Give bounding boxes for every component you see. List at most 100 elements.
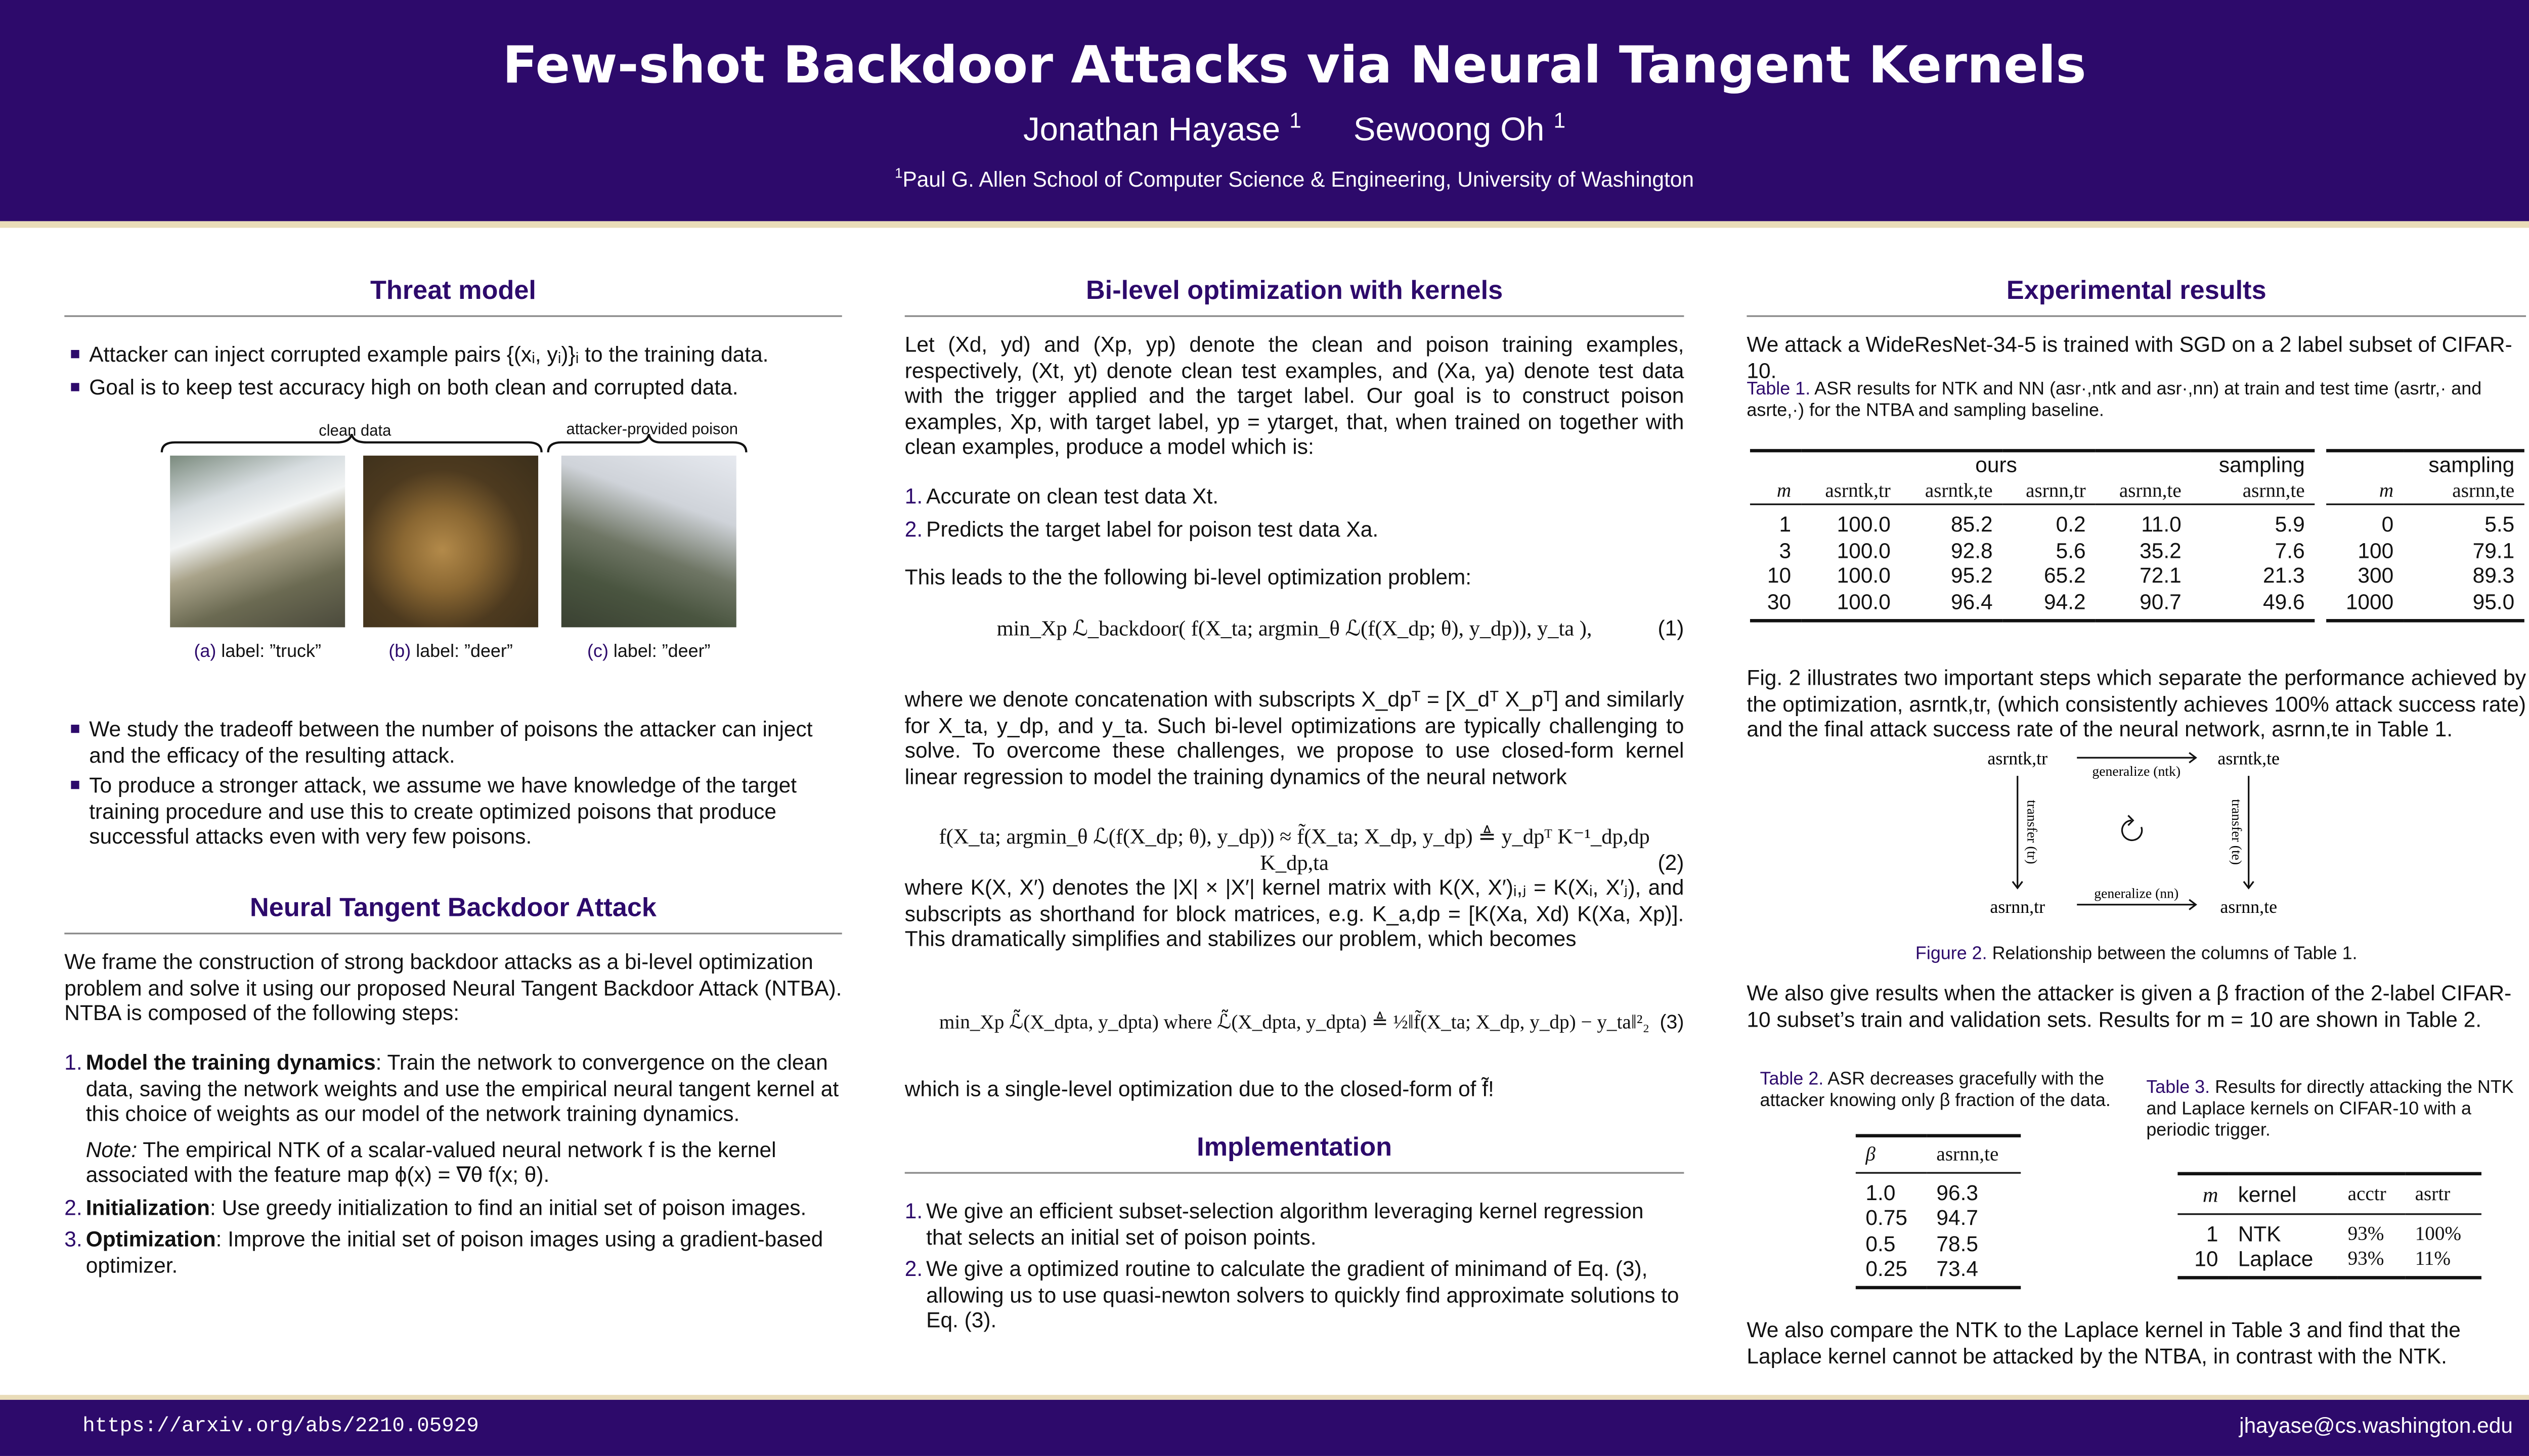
col-header: acctr (2347, 1181, 2386, 1205)
table-row: 0.25 73.4 (1855, 1256, 2021, 1288)
step-item: 1. Model the training dynamics: Train the… (64, 1050, 842, 1188)
table-cell: 21.3 (2263, 563, 2305, 588)
poison-brace-icon (547, 433, 748, 453)
impl-item: 2. We give a optimized routine to calcula… (905, 1256, 1684, 1333)
table1-caption: Table 1. ASR results for NTK and NN (asr… (1747, 380, 2526, 423)
col-header: asrntk,tr (1825, 477, 1891, 501)
caption-label: Figure 2. (1915, 944, 1987, 964)
caption-label: Table 1. (1747, 379, 1811, 400)
node-br: asrnn,te (2220, 897, 2277, 917)
clean-brace-icon (160, 433, 543, 453)
brace-icons (160, 433, 748, 453)
equation-text: f(X_ta; argmin_θ ℒ(f(X_dp; θ), y_dp)) ≈ … (939, 823, 1650, 874)
table3-caption: Table 3. Results for directly attacking … (2146, 1078, 2526, 1142)
equation-3: min_Xp ℒ̃(X_dpta, y_dpta) where ℒ̃(X_dpt… (905, 1010, 1684, 1036)
table1-side-body: 0 5.5 100 79.1 300 89.3 1000 95.0 (2326, 504, 2524, 620)
col-header: m (2379, 477, 2394, 501)
table-cell: 10 (2194, 1246, 2218, 1271)
table-cell: 93% (2347, 1220, 2384, 1244)
step-text: : Train the network to convergence on th… (85, 1049, 839, 1126)
item-number: 2. (904, 1256, 923, 1281)
table1-side: sampling m asrnn,te 0 5.5 100 79.1 300 89.3 100… (2326, 449, 2524, 622)
table-cell: 11% (2415, 1246, 2451, 1270)
right-arrow-label: transfer (te) (2229, 799, 2244, 865)
table-cell: 0 (2381, 511, 2394, 537)
group-header: ours (1975, 452, 2017, 477)
table-row: 1.0 96.3 (1856, 1172, 2021, 1205)
table-cell: 79.1 (2472, 537, 2515, 562)
caption-b: (b) label: ”deer” (358, 640, 543, 666)
top-arrow-label: generalize (ntk) (2092, 764, 2181, 779)
table2-caption: Table 2. ASR decreases gracefully with t… (1760, 1070, 2130, 1113)
note-label: Note: (85, 1136, 138, 1162)
author-name: Jonathan Hayase (1023, 112, 1281, 149)
authors: Jonathan Hayase 1 Sewoong Oh 1 (0, 108, 2529, 150)
goal-number: 2. (904, 516, 923, 541)
table-row: 0 5.5 (2326, 504, 2524, 537)
equation-number: (3) (1660, 1010, 1684, 1034)
caption-label: Table 3. (2146, 1078, 2210, 1098)
figure2-caption: Figure 2. Relationship between the colum… (1747, 944, 2526, 965)
table-cell: 100.0 (1837, 588, 1891, 613)
threat-bullets: Attacker can inject corrupted example pa… (68, 342, 845, 400)
node-tr: asrntk,te (2217, 748, 2280, 768)
figure2-diagram: asrntk,tr asrntk,te asrnn,tr asrnn,te ge… (1987, 748, 2280, 917)
table-cell: 93% (2347, 1246, 2384, 1270)
table3-body: 1 NTK 93% 100% 10 Laplace 93% 11% (2177, 1213, 2481, 1278)
table-cell: 0.2 (2056, 511, 2086, 537)
table-cell: 35.2 (2140, 537, 2182, 562)
col-header: asrnn,te (2242, 477, 2305, 501)
table-row: 3 100.0 92.8 5.6 35.2 7.6 (1750, 537, 2315, 563)
table-row: 0.75 94.7 (1856, 1205, 2021, 1231)
impl-item: 1. We give an efficient subset-selection … (905, 1199, 1684, 1250)
table-cell: 73.4 (1936, 1256, 1979, 1281)
step-text: : Use greedy initialization to find an i… (209, 1194, 807, 1219)
col-header: kernel (2238, 1181, 2297, 1206)
table-cell: 0.5 (1865, 1230, 1896, 1256)
cycle-icon (2121, 819, 2143, 841)
table-cell: 1.0 (1865, 1179, 1896, 1205)
table-cell: 7.6 (2275, 537, 2305, 562)
left-arrow-label: transfer (tr) (2024, 800, 2039, 864)
bilevel-p5: which is a single-level optimization due… (904, 1076, 1494, 1101)
caption-label: Table 2. (1760, 1070, 1824, 1090)
table-cell: 89.3 (2472, 563, 2515, 588)
table2-body: 1.0 96.3 0.75 94.7 0.5 78.5 0.25 73.4 (1855, 1172, 2021, 1288)
goal-number: 1. (904, 483, 923, 509)
impl-list: 1. We give an efficient subset-selection … (905, 1199, 1684, 1340)
item-text: We give a optimized routine to calculate… (926, 1256, 1679, 1333)
contact-email[interactable]: jhayase@cs.washington.edu (2239, 1413, 2513, 1438)
truck-image (170, 455, 345, 628)
poison-deer-image (561, 455, 736, 628)
affil-mark: 1 (895, 164, 903, 181)
table-cell: 92.8 (1951, 537, 1993, 562)
table-cell: Laplace (2238, 1246, 2314, 1271)
table-cell: 11.0 (2141, 511, 2182, 537)
arxiv-link[interactable]: https://arxiv.org/abs/2210.05929 (82, 1415, 479, 1438)
table-cell: 100% (2415, 1220, 2462, 1244)
table-cell: 100.0 (1837, 537, 1891, 562)
bottom-arrow-label: generalize (nn) (2094, 886, 2178, 902)
results-fig-text: Fig. 2 illustrates two important steps w… (1747, 665, 2526, 741)
equation-number: (2) (1658, 849, 1684, 874)
affiliation: 1Paul G. Allen School of Computer Scienc… (0, 164, 2529, 193)
step-title: Initialization (85, 1194, 210, 1219)
bullet: We study the tradeoff between the number… (68, 717, 845, 768)
caption-text: label: ”truck” (216, 642, 321, 662)
section-heading-threat-model: Threat model (64, 276, 842, 317)
bullet: Goal is to keep test accuracy high on bo… (68, 374, 845, 400)
col-header: m (2202, 1181, 2218, 1206)
table-cell: 0.25 (1865, 1256, 1908, 1281)
header: Few-shot Backdoor Attacks via Neural Tan… (0, 0, 2529, 222)
affil-mark: 1 (1553, 108, 1566, 133)
table2: β asrnn,te 1.0 96.3 0.75 94.7 0.5 78.5 0.25 73.4 (1855, 1134, 2021, 1289)
table-cell: 94.2 (2044, 588, 2086, 613)
goal-item: 2. Predicts the target label for poison t… (905, 516, 1684, 542)
affil-mark: 1 (1289, 108, 1301, 133)
equation-number: (1) (1658, 615, 1684, 641)
step-title: Model the training dynamics (85, 1049, 376, 1075)
col-header: asrtr (2415, 1181, 2451, 1205)
goal-text: Predicts the target label for poison tes… (926, 516, 1379, 541)
equation-2: f(X_ta; argmin_θ ℒ(f(X_dp; θ), y_dp)) ≈ … (905, 824, 1684, 875)
